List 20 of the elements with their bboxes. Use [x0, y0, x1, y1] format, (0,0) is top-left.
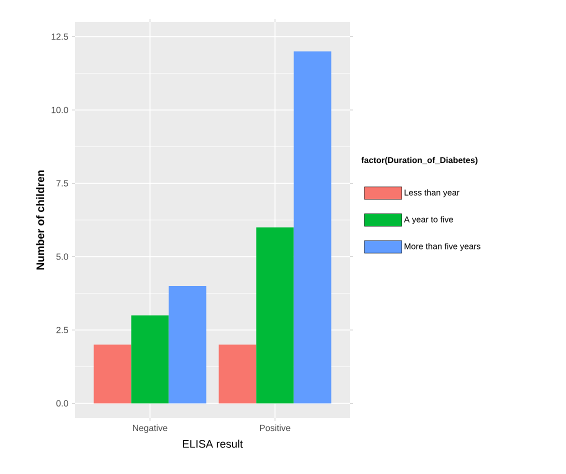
x-tick-label: Positive	[260, 424, 290, 432]
y-tick-label: 12.5	[52, 33, 68, 40]
y-axis-title: Number of children	[36, 170, 44, 270]
bar	[256, 227, 294, 404]
x-axis-title: ELISA result	[182, 440, 243, 448]
bar	[131, 315, 169, 404]
y-tick-label: 2.5	[56, 326, 68, 334]
legend-label: More than five years	[404, 243, 480, 251]
x-tick-label: Negative	[133, 424, 168, 433]
y-tick-label: 0.0	[56, 400, 68, 407]
bar	[294, 51, 332, 404]
legend-label: A year to five	[404, 216, 454, 224]
legend-label: Less than year	[404, 189, 460, 198]
bar	[168, 286, 206, 404]
legend-title: factor(Duration_of_Diabetes)	[361, 156, 478, 165]
bar	[218, 344, 256, 404]
bar	[94, 344, 132, 404]
y-tick-label: 10.0	[52, 106, 68, 114]
y-tick-label: 5.0	[56, 253, 68, 260]
y-tick-label: 7.5	[56, 180, 68, 186]
